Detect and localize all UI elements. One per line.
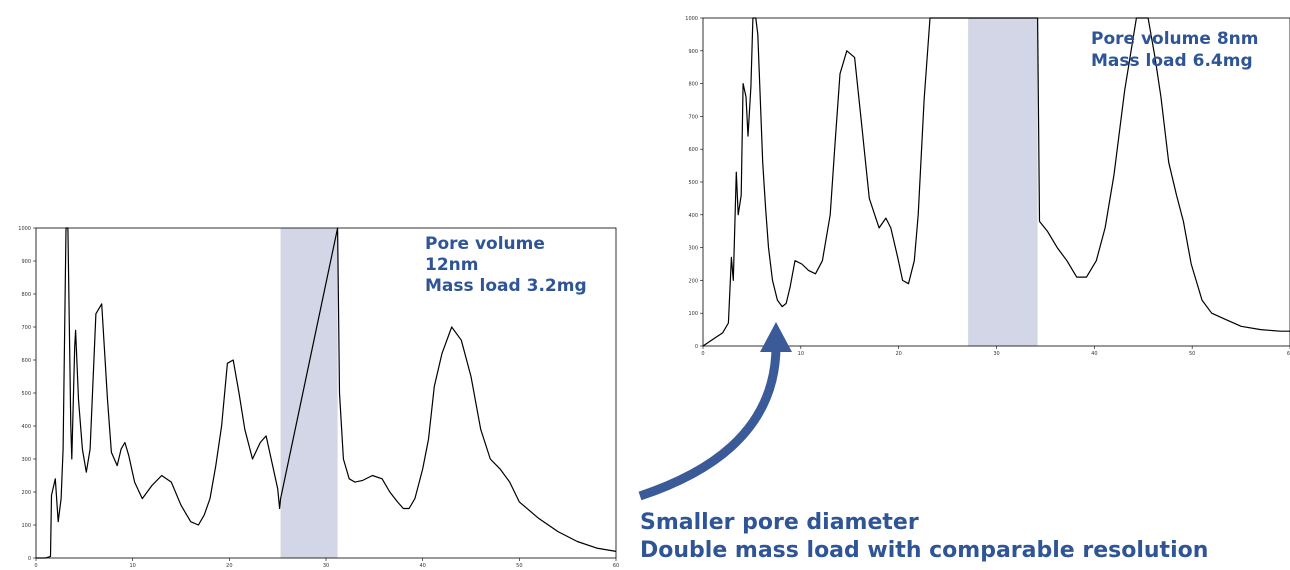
y-tick-label: 300 xyxy=(21,457,31,463)
x-tick-label: 50 xyxy=(516,563,522,569)
chart-left: 0 100 200 300 400 500 600 700 800 900 1000 0 10 20 30 4… xyxy=(18,226,619,569)
y-tick-label: 300 xyxy=(688,246,698,252)
x-tick-label: 30 xyxy=(323,563,329,569)
highlight-region xyxy=(968,18,1038,346)
y-tick-label: 200 xyxy=(21,490,31,496)
y-tick-label: 500 xyxy=(21,391,31,397)
x-tick-label: 20 xyxy=(226,563,232,569)
y-tick-label: 100 xyxy=(21,523,31,529)
x-tick-label: 0 xyxy=(34,563,37,569)
y-tick-label: 400 xyxy=(688,213,698,219)
curved-arrow-head xyxy=(760,322,792,352)
annotation-left: Pore volume 12nm Mass load 3.2mg xyxy=(425,234,587,296)
x-tick-label: 40 xyxy=(419,563,425,569)
chart-right: 0 100 200 300 400 500 600 700 800 900 1000 0 10 20 30 4… xyxy=(685,16,1290,357)
y-tick-label: 600 xyxy=(688,147,698,153)
y-tick-label: 1000 xyxy=(685,16,698,22)
y-tick-label: 0 xyxy=(28,556,31,562)
y-tick-label: 400 xyxy=(21,424,31,430)
caption: Smaller pore diameter Double mass load w… xyxy=(640,509,1208,565)
y-tick-label: 900 xyxy=(21,259,31,265)
y-tick-label: 1000 xyxy=(18,226,31,232)
curved-arrow xyxy=(638,341,781,501)
annotation-right: Pore volume 8nm Mass load 6.4mg xyxy=(1091,29,1259,71)
x-tick-label: 10 xyxy=(798,351,804,357)
x-tick-label: 0 xyxy=(701,351,704,357)
highlight-region xyxy=(280,228,338,558)
y-tick-label: 800 xyxy=(688,82,698,88)
y-tick-label: 500 xyxy=(688,180,698,186)
y-tick-label: 100 xyxy=(688,311,698,317)
y-tick-label: 900 xyxy=(688,49,698,55)
chromatogram-trace xyxy=(702,17,1290,347)
y-tick-label: 800 xyxy=(21,292,31,298)
x-tick-label: 60 xyxy=(613,563,619,569)
y-tick-label: 0 xyxy=(695,344,698,350)
y-tick-label: 700 xyxy=(21,325,31,331)
x-tick-label: 50 xyxy=(1189,351,1195,357)
y-tick-label: 200 xyxy=(688,278,698,284)
caption-line-1: Smaller pore diameter xyxy=(640,510,919,535)
y-tick-label: 600 xyxy=(21,358,31,364)
x-tick-label: 40 xyxy=(1091,351,1097,357)
chromatogram-trace xyxy=(36,227,617,559)
x-tick-label: 30 xyxy=(993,351,999,357)
x-tick-label: 10 xyxy=(129,563,135,569)
caption-line-2: Double mass load with comparable resolut… xyxy=(640,538,1209,563)
y-tick-label: 700 xyxy=(688,114,698,120)
x-tick-label: 60 xyxy=(1287,351,1290,357)
x-tick-label: 20 xyxy=(895,351,901,357)
